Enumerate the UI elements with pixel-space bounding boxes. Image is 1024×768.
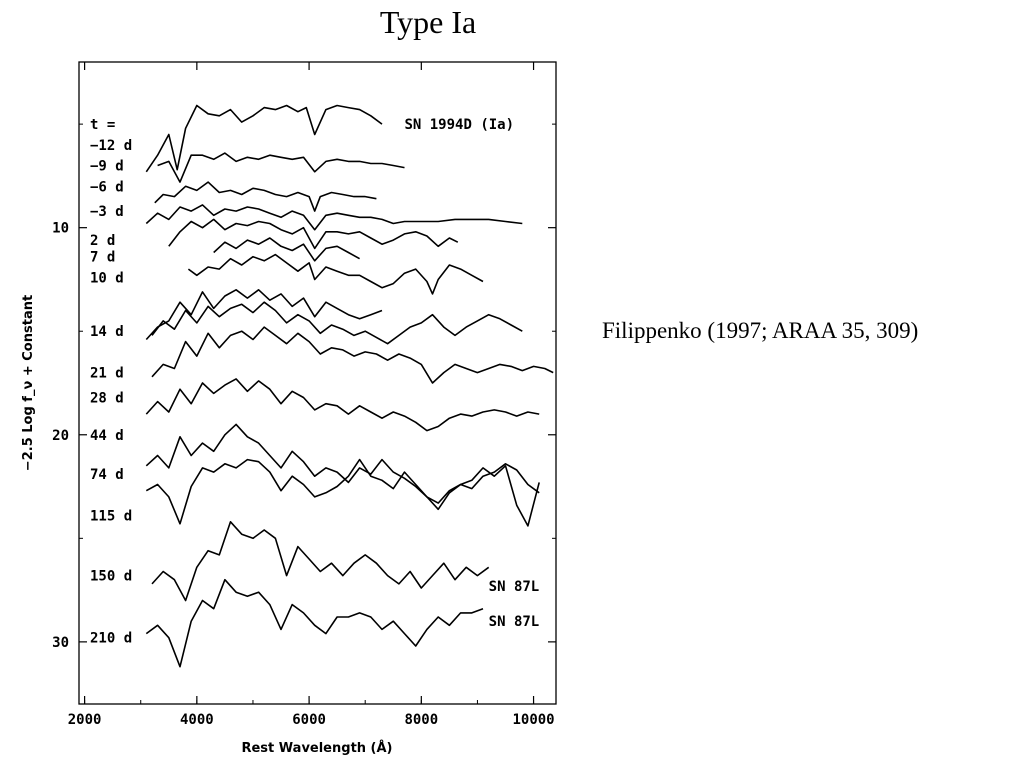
x-tick-label: 8000 [404,712,438,728]
spectrum-line-1 [145,104,383,173]
epoch-label-12: 74 d [90,467,124,483]
spectrum-line-4 [145,204,523,231]
series-lines [145,104,554,668]
spectrum-line-10 [151,326,554,384]
spectrum-line-13 [145,458,540,527]
annotation-1: SN 87L [489,579,540,595]
annotation-0: SN 1994D (Ia) [404,117,514,133]
spectrum-line-5 [168,218,459,250]
epoch-label-9: 21 d [90,366,124,382]
y-tick-label: 10 [52,221,69,237]
spectrum-line-6 [213,237,360,262]
spectrum-line-9 [151,301,523,345]
y-tick-label: 30 [52,635,69,651]
spectrum-line-11 [145,378,540,432]
series-labels: t = −12 d −9 d −6 d −3 d 2 d7 d 10 d 14 d 21 d 28… [90,117,132,647]
x-axis-title: Rest Wavelength (Å) [241,740,392,756]
spectrum-line-12 [145,423,540,504]
epoch-label-2: −9 d [90,159,124,175]
epoch-label-14: 150 d [90,569,132,585]
slide-title: Type Ia [379,4,477,40]
epoch-label-8: 14 d [90,324,124,340]
y-tick-label: 20 [52,428,69,444]
x-tick-label: 6000 [292,712,326,728]
axis-ticks: 2000 4000 6000 8000 10000 10 20 30 [52,62,556,728]
epoch-label-6: 7 d [90,250,115,266]
annotations: SN 1994D (Ia) SN 87L SN 87L [404,117,539,630]
epoch-label-4: −3 d [90,204,124,220]
spectrum-line-8 [145,289,383,341]
epoch-label-7: 10 d [90,270,124,286]
spectrum-line-3 [154,181,377,212]
epoch-label-3: −6 d [90,179,124,195]
epoch-label-5: 2 d [90,233,115,249]
x-tick-label: 2000 [68,712,102,728]
epoch-label-11: 44 d [90,428,124,444]
spectrum-line-14 [151,521,490,602]
plot-frame [78,61,557,705]
x-tick-label: 10000 [512,712,554,728]
spectrum-line-15 [145,578,484,668]
annotation-2: SN 87L [489,614,540,630]
epoch-label-15: 210 d [90,631,132,647]
epoch-label-0: t = [90,117,115,133]
x-tick-label: 4000 [180,712,214,728]
epoch-label-10: 28 d [90,390,124,406]
spectrum-line-2 [157,152,405,183]
y-axis-title: −2.5 Log f_ν + Constant [21,295,36,471]
spectrum-line-7 [187,253,484,295]
epoch-label-13: 115 d [90,509,132,525]
citation: Filippenko (1997; ARAA 35, 309) [602,318,919,343]
epoch-label-1: −12 d [90,138,132,154]
